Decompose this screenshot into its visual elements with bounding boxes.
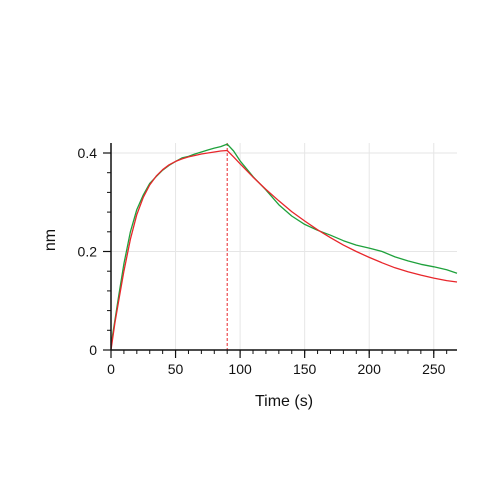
x-tick-label: 0 bbox=[107, 361, 115, 377]
axes bbox=[110, 143, 457, 351]
grid bbox=[110, 143, 457, 351]
x-tick-label: 250 bbox=[422, 361, 446, 377]
y-tick-label: 0.2 bbox=[78, 244, 98, 260]
x-tick-label: 150 bbox=[293, 361, 317, 377]
series-group bbox=[110, 143, 458, 351]
y-tick-label: 0.4 bbox=[78, 145, 98, 161]
x-tick-label: 200 bbox=[358, 361, 382, 377]
x-tick-label: 50 bbox=[168, 361, 184, 377]
y-axis-label: nm bbox=[42, 229, 59, 251]
ticks: 0 50 100 150 200 250 0 0.2 0.4 bbox=[78, 145, 448, 377]
x-axis-label: Time (s) bbox=[255, 393, 313, 410]
series-line bbox=[110, 143, 458, 346]
x-tick-label: 100 bbox=[228, 361, 252, 377]
series-line bbox=[110, 149, 458, 351]
y-tick-label: 0 bbox=[89, 342, 97, 358]
